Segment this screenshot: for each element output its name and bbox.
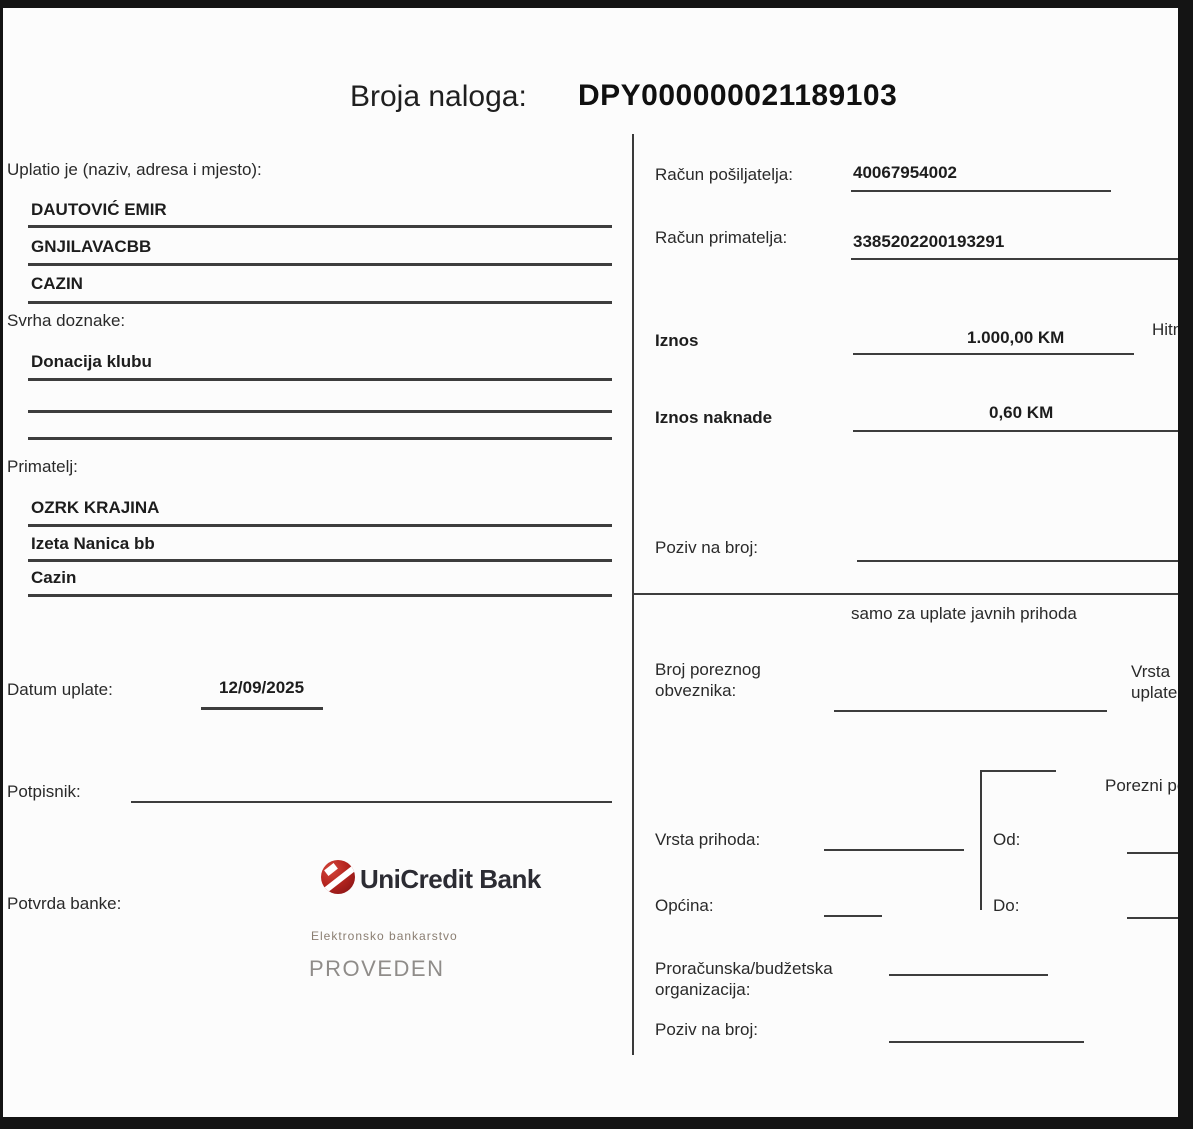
recipient-account-line — [851, 258, 1178, 260]
tax-id-line — [834, 710, 1107, 712]
payer-address: GNJILAVACBB — [31, 237, 152, 256]
ebanking-channel-label: Elektronsko bankarstvo — [311, 929, 458, 943]
bracket-top-line — [980, 770, 1056, 772]
payment-date-label: Datum uplate: — [7, 680, 113, 699]
order-number-label: Broja naloga: — [350, 80, 527, 113]
purpose-line-2 — [28, 410, 612, 413]
fee-line — [853, 430, 1178, 432]
recipient-name-line — [28, 524, 612, 527]
income-type-label: Vrsta prihoda: — [655, 830, 761, 849]
order-number-value: DPY000000021189103 — [578, 79, 898, 112]
bracket-vertical-line — [980, 770, 982, 910]
amount-line — [853, 353, 1134, 355]
payer-label: Uplatio je (naziv, adresa i mjesto): — [7, 160, 262, 179]
frame-bottom — [0, 1117, 1193, 1129]
recipient-account-label: Račun primatelja: — [655, 228, 788, 247]
fee-label: Iznos naknade — [655, 408, 773, 427]
from-label: Od: — [993, 830, 1021, 849]
fee-value: 0,60 KM — [989, 403, 1054, 422]
payment-type-label: Vrsta uplate — [1131, 662, 1178, 702]
section-divider — [632, 593, 1178, 595]
reference-label: Poziv na broj: — [655, 538, 758, 557]
recipient-account-value: 3385202200193291 — [853, 232, 1005, 251]
reference2-line — [889, 1041, 1084, 1043]
from-line — [1127, 852, 1178, 854]
payer-city-line — [28, 301, 612, 304]
bank-name: UniCredit Bank — [360, 864, 541, 894]
frame-left — [0, 8, 3, 1117]
payment-date-line — [201, 707, 323, 710]
recipient-address: Izeta Nanica bb — [31, 534, 155, 553]
signer-label: Potpisnik: — [7, 782, 81, 801]
recipient-address-line — [28, 559, 612, 562]
amount-label: Iznos — [655, 331, 699, 350]
payer-name-line — [28, 225, 612, 228]
reference2-label: Poziv na broj: — [655, 1020, 758, 1039]
frame-top — [0, 0, 1193, 8]
to-line — [1127, 917, 1178, 919]
payer-address-line — [28, 263, 612, 266]
reference-line — [857, 560, 1178, 562]
sender-account-value: 40067954002 — [853, 163, 958, 182]
payment-date-value: 12/09/2025 — [219, 678, 305, 697]
status-badge: PROVEDEN — [309, 956, 445, 981]
budget-org-line — [889, 974, 1048, 976]
bank-confirmation-label: Potvrda banke: — [7, 894, 122, 913]
purpose-value: Donacija klubu — [31, 352, 152, 371]
amount-value: 1.000,00 KM — [967, 328, 1065, 347]
public-revenue-note: samo za uplate javnih prihoda — [851, 604, 1077, 623]
sender-account-line — [851, 190, 1111, 192]
budget-org-label: Proračunska/budžetska organizacija: — [655, 959, 833, 999]
tax-period-label: Porezni period — [1105, 776, 1193, 795]
purpose-label: Svrha doznake: — [7, 311, 126, 330]
municipality-label: Općina: — [655, 896, 714, 915]
payer-name: DAUTOVIĆ EMIR — [31, 200, 167, 219]
recipient-city: Cazin — [31, 568, 77, 587]
unicredit-logo-icon — [321, 860, 355, 894]
purpose-line-1 — [28, 378, 612, 381]
purpose-line-3 — [28, 437, 612, 440]
payer-city: CAZIN — [31, 274, 83, 293]
recipient-name: OZRK KRAJINA — [31, 498, 160, 517]
sender-account-label: Račun pošiljatelja: — [655, 165, 793, 184]
frame-right — [1178, 0, 1193, 1129]
municipality-line — [824, 915, 882, 917]
signer-line — [131, 801, 612, 803]
income-type-line — [824, 849, 964, 851]
recipient-city-line — [28, 594, 612, 597]
to-label: Do: — [993, 896, 1020, 915]
recipient-label: Primatelj: — [7, 457, 78, 476]
tax-id-label: Broj poreznog obveznika: — [655, 660, 761, 700]
